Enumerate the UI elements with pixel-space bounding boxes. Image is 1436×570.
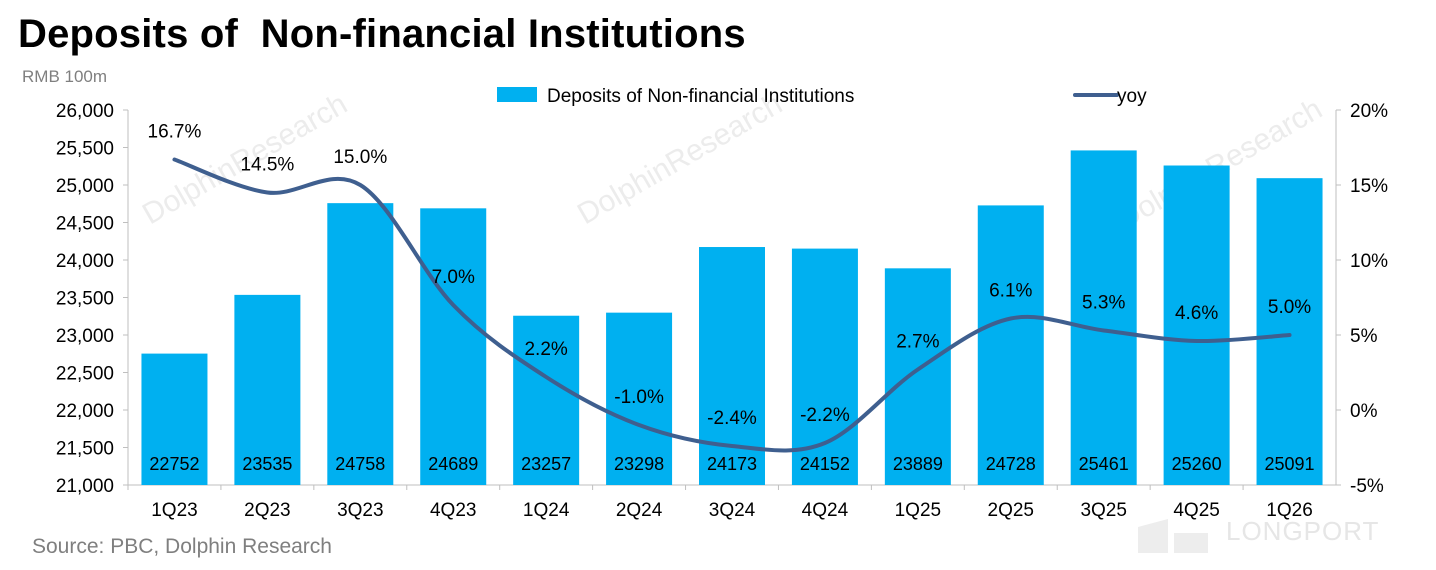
y-right-tick-label: -5% [1350,476,1384,497]
bar-value-label: 23535 [242,454,292,474]
x-tick-label: 1Q25 [895,500,941,521]
y-left-tick-label: 23,500 [56,289,114,310]
yoy-value-label: 16.7% [148,122,202,143]
bar-4Q25 [1163,165,1230,485]
yoy-value-label: 4.6% [1175,303,1218,324]
yoy-value-label: -2.4% [707,408,757,429]
yoy-value-label: 2.2% [524,339,567,360]
bar-3Q25 [1070,150,1137,486]
yoy-line [172,157,1292,453]
chart-title: Deposits of Non-financial Institutions [18,12,746,56]
bar-value-label: 25260 [1172,454,1222,474]
bar-2Q23 [234,294,301,485]
y-left-tick-label: 25,500 [56,139,114,160]
x-tick-label: 4Q23 [430,500,476,521]
bar-value-label: 24152 [800,454,850,474]
bar-value-label: 25091 [1265,454,1315,474]
yoy-value-label: 5.0% [1268,297,1311,318]
bar-1Q24 [513,315,580,485]
yoy-value-label: 2.7% [896,332,939,353]
y-right-tick-label: 10% [1350,251,1388,272]
bar-value-label: 23257 [521,454,571,474]
y-left-tick-label: 22,000 [56,401,114,422]
x-tick-label: 2Q24 [616,500,663,521]
y-right-tick-label: 0% [1350,401,1378,422]
bar-value-label: 24689 [428,454,478,474]
unit-label: RMB 100m [22,67,108,86]
yoy-value-label: 5.3% [1082,293,1125,314]
longport-logo-icon [1138,519,1208,553]
x-tick-label: 3Q25 [1080,500,1126,521]
yoy-value-label: 7.0% [432,267,475,288]
bar-2Q25 [977,205,1044,485]
y-left-tick-label: 26,000 [56,101,114,122]
x-tick-label: 1Q26 [1266,500,1312,521]
y-left-tick-label: 22,500 [56,364,114,385]
x-tick-label: 4Q25 [1173,500,1219,521]
yoy-value-label: 6.1% [989,281,1032,302]
legend-bar-swatch [497,87,537,102]
bar-value-label: 24173 [707,454,757,474]
bar-value-label: 23298 [614,454,664,474]
yoy-value-label: -1.0% [614,387,664,408]
bar-value-label: 22752 [149,454,199,474]
y-left-tick-label: 24,500 [56,214,114,235]
y-left-tick-label: 25,000 [56,176,114,197]
yoy-value-label: 14.5% [240,155,294,176]
y-right-tick-label: 5% [1350,326,1378,347]
y-left-tick-label: 23,000 [56,326,114,347]
x-tick-label: 4Q24 [802,500,849,521]
legend-line-label: yoy [1117,86,1147,107]
x-tick-label: 2Q23 [244,500,290,521]
bar-1Q26 [1256,178,1323,486]
bar-1Q25 [884,268,951,485]
x-tick-label: 3Q23 [337,500,383,521]
bar-4Q23 [420,208,487,485]
yoy-value-label: -2.2% [800,405,850,426]
bar-3Q23 [327,203,394,485]
source-note: Source: PBC, Dolphin Research [32,535,332,558]
legend-bar-label: Deposits of Non-financial Institutions [547,86,854,107]
y-right-tick-label: 20% [1350,101,1388,122]
x-tick-label: 3Q24 [709,500,756,521]
watermark-brand: LONGPORT [1226,516,1380,546]
watermark-text-1: DolphinResearch [572,87,788,231]
bar-1Q23 [141,353,208,485]
bar-value-label: 24758 [335,454,385,474]
y-left-tick-label: 24,000 [56,251,114,272]
bar-value-label: 25461 [1079,454,1129,474]
bar-value-label: 24728 [986,454,1036,474]
y-right-tick-label: 15% [1350,176,1388,197]
bar-2Q24 [606,312,673,485]
yoy-value-label: 15.0% [333,147,387,168]
bar-4Q24 [791,248,858,485]
y-left-tick-label: 21,500 [56,439,114,460]
x-tick-label: 1Q23 [151,500,197,521]
x-tick-label: 1Q24 [523,500,570,521]
x-tick-label: 2Q25 [988,500,1034,521]
y-left-tick-label: 21,000 [56,476,114,497]
bar-value-label: 23889 [893,454,943,474]
